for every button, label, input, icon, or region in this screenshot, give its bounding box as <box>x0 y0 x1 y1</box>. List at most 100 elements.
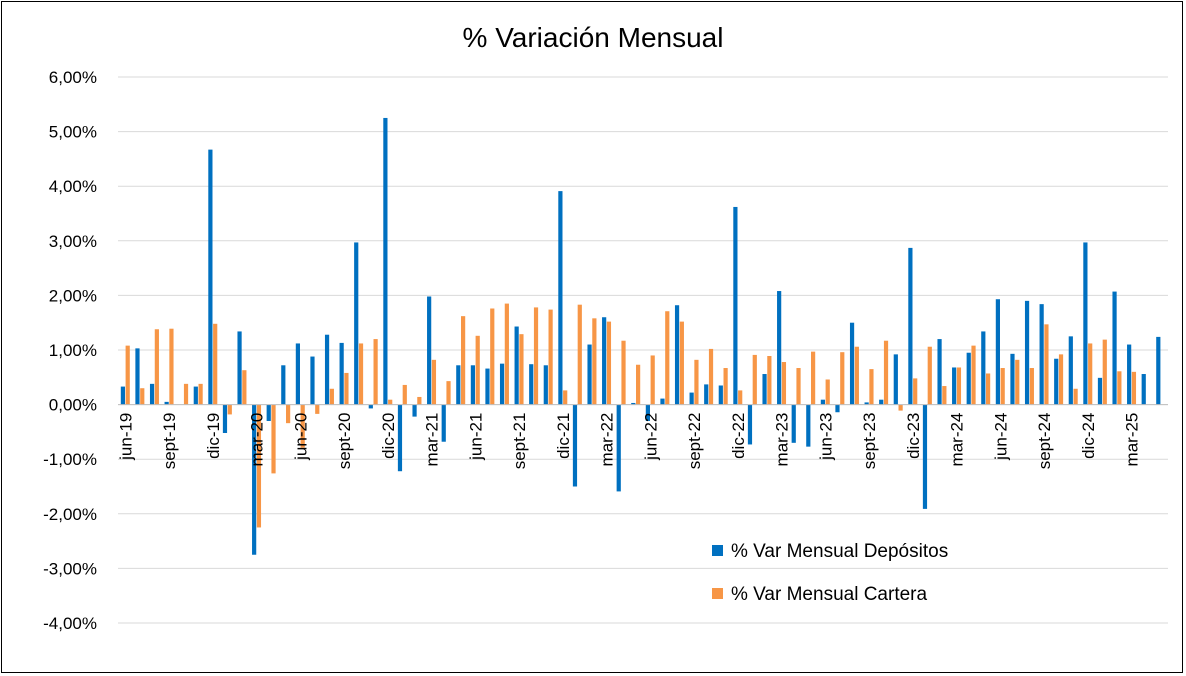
bar-depositos <box>499 363 505 405</box>
bar-depositos <box>1068 336 1073 405</box>
x-tick-label: mar-25 <box>1123 413 1142 467</box>
bar-cartera <box>169 328 174 405</box>
bar-cartera <box>927 346 932 405</box>
y-tick-label: 0,00% <box>49 396 97 415</box>
bar-cartera <box>533 307 539 405</box>
bar-depositos <box>777 291 782 405</box>
bar-depositos <box>835 404 840 413</box>
legend-swatch <box>712 545 723 556</box>
bar-depositos <box>1054 358 1059 405</box>
bar-depositos <box>733 206 738 405</box>
y-tick-label: 6,00% <box>49 68 97 87</box>
bar-depositos <box>1141 374 1146 405</box>
x-tick-label: mar-22 <box>598 413 617 467</box>
bar-cartera <box>154 329 159 405</box>
x-tick-label: dic-23 <box>904 413 923 459</box>
bar-cartera <box>679 321 684 405</box>
x-tick-label: dic-20 <box>379 413 398 459</box>
bar-cartera <box>650 355 655 405</box>
bar-cartera <box>840 352 845 405</box>
bar-depositos <box>1127 344 1132 405</box>
bar-cartera <box>402 384 407 405</box>
legend-label: % Var Mensual Depósitos <box>731 541 948 562</box>
bar-cartera <box>329 388 334 405</box>
bar-cartera <box>242 370 247 405</box>
bar-depositos <box>485 368 490 405</box>
x-tick-label: mar-20 <box>248 413 267 467</box>
bar-cartera <box>781 362 787 405</box>
bar-depositos <box>922 404 928 509</box>
bar-depositos <box>631 402 636 405</box>
x-tick-label: sept-21 <box>510 413 529 470</box>
bar-depositos <box>747 404 753 445</box>
bar-depositos <box>324 334 330 405</box>
y-tick-label: -1,00% <box>43 450 97 469</box>
bar-depositos <box>791 404 796 443</box>
y-tick-label: -3,00% <box>43 559 97 578</box>
x-tick-label: sept-23 <box>860 413 879 470</box>
x-tick-label: mar-21 <box>423 413 442 467</box>
bar-cartera <box>1029 368 1034 405</box>
x-tick-label: sept-24 <box>1035 413 1054 470</box>
bar-cartera <box>227 404 232 415</box>
bar-depositos <box>237 331 242 405</box>
bar-cartera <box>971 345 976 405</box>
bar-depositos <box>995 299 1000 405</box>
bar-depositos <box>310 356 315 405</box>
bar-cartera <box>183 383 189 405</box>
bar-cartera <box>1073 388 1078 405</box>
y-tick-label: -4,00% <box>43 614 97 633</box>
bar-cartera <box>286 404 291 424</box>
bar-cartera <box>1058 354 1064 405</box>
x-tick-label: mar-24 <box>948 413 967 467</box>
bar-cartera <box>548 309 553 405</box>
bar-cartera <box>1117 371 1122 405</box>
bar-depositos <box>952 367 957 405</box>
bar-cartera <box>198 383 203 405</box>
bar-depositos <box>966 352 971 405</box>
bar-depositos <box>1112 291 1117 405</box>
bar-cartera <box>475 335 480 405</box>
bar-depositos <box>762 374 767 405</box>
x-tick-label: sept-22 <box>685 413 704 470</box>
x-tick-label: sept-19 <box>160 413 179 470</box>
bar-depositos <box>660 398 665 405</box>
legend-label: % Var Mensual Cartera <box>731 584 927 605</box>
bar-depositos <box>718 385 723 405</box>
bar-cartera <box>752 354 757 405</box>
gridlines <box>118 76 1168 624</box>
bar-depositos <box>602 317 607 405</box>
bar-depositos <box>879 399 884 405</box>
bar-cartera <box>869 369 874 405</box>
y-tick-label: 2,00% <box>49 286 97 305</box>
bar-depositos <box>849 322 855 405</box>
bar-depositos <box>383 117 388 405</box>
bar-depositos <box>1039 304 1044 405</box>
bar-cartera <box>694 359 699 405</box>
bar-cartera <box>1131 371 1137 405</box>
bar-depositos <box>281 365 286 405</box>
bar-depositos <box>222 404 228 433</box>
bar-depositos <box>937 339 942 405</box>
bar-depositos <box>164 401 169 405</box>
x-tick-label: jun-22 <box>641 413 660 461</box>
bar-depositos <box>558 191 563 405</box>
bar-depositos <box>543 365 548 405</box>
bar-depositos <box>149 383 155 405</box>
bar-cartera <box>446 381 451 405</box>
bar-depositos <box>397 404 403 472</box>
bar-depositos <box>354 242 359 405</box>
bar-cartera <box>358 343 364 405</box>
bar-cartera <box>796 368 801 405</box>
bar-depositos <box>427 296 432 405</box>
x-tick-label: jun-21 <box>466 413 485 461</box>
bars <box>118 117 1168 555</box>
bar-depositos <box>412 404 417 417</box>
bar-depositos <box>616 404 621 492</box>
bar-depositos <box>120 386 125 405</box>
x-tick-label: mar-23 <box>773 413 792 467</box>
bar-depositos <box>529 364 534 405</box>
bar-depositos <box>820 399 825 405</box>
bar-depositos <box>208 149 213 405</box>
bar-depositos <box>806 404 811 447</box>
